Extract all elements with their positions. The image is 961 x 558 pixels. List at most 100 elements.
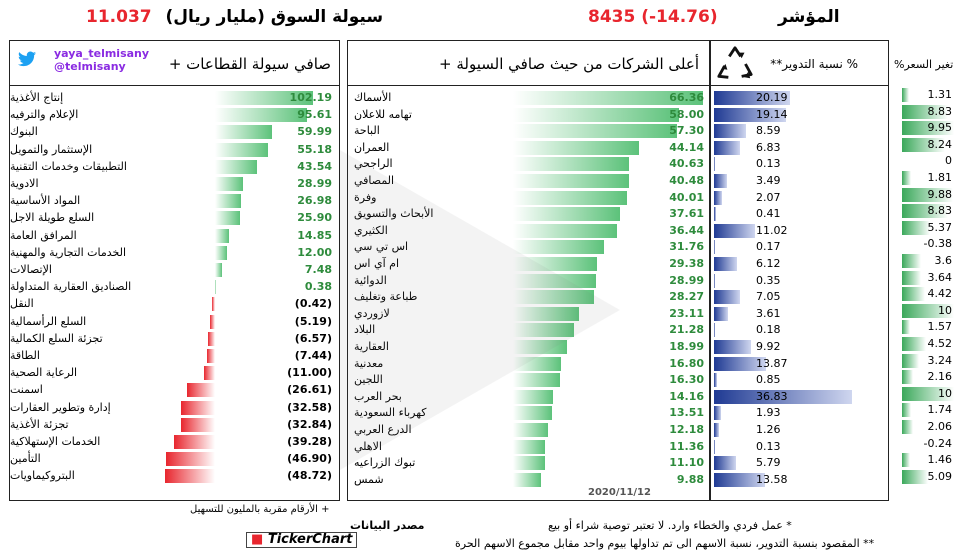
sector-label: تجزئة السلع الكمالية [10, 331, 103, 345]
companies-panel-title: أعلى الشركات من حيث صافي السيولة + [439, 55, 699, 73]
company-label: اللجين [354, 373, 383, 387]
sector-label: الصناديق العقارية المتداولة [10, 280, 132, 294]
company-value: 44.14 [669, 140, 704, 154]
sector-value: (5.19) [294, 314, 332, 328]
turnover-value: 0.41 [756, 207, 781, 221]
turnover-header-divider [711, 85, 888, 86]
turnover-bar [714, 140, 740, 155]
price-change-bar [902, 403, 912, 418]
company-value: 40.48 [669, 174, 704, 187]
sectors-panel-title: صافي سيولة القطاعات + [168, 55, 331, 73]
price-change-bar [902, 88, 909, 102]
turnover-value: 0.17 [756, 240, 781, 254]
company-value: 14.16 [669, 389, 704, 403]
sector-value: (39.28) [287, 435, 332, 448]
turnover-bar [714, 373, 718, 388]
turnover-bar [714, 306, 728, 321]
company-label: كهرباء السعودية [354, 406, 427, 420]
price-change-value: 2.06 [927, 420, 953, 433]
company-label: الراجحي [354, 157, 393, 171]
tickerchart-logo: ■ TickerChart [246, 532, 358, 548]
company-label: تبوك الزراعيه [354, 456, 416, 470]
price-change-value: 5.37 [927, 220, 953, 234]
company-bar [513, 472, 542, 487]
turnover-value: 6.12 [756, 257, 781, 270]
price-change-row: 2.06 [896, 419, 956, 435]
price-change-value: 9.95 [927, 121, 953, 135]
sector-label: الادوية [10, 177, 39, 190]
sector-bar [181, 400, 215, 415]
price-change-bar [902, 104, 948, 119]
sector-bar [174, 435, 215, 449]
sector-row: الإستثمار والتمويل 55.18 [10, 142, 339, 158]
company-bar [513, 174, 629, 188]
company-value: 40.01 [669, 190, 704, 204]
sector-value: 0.38 [304, 280, 332, 294]
sector-value: 55.18 [297, 142, 332, 156]
turnover-row: 19.14 [711, 107, 888, 123]
price-change-value: 3.6 [934, 254, 953, 267]
price-change-row: 2.16 [896, 369, 956, 385]
turnover-row: 6.12 [711, 256, 888, 272]
index-title: المؤشر [778, 7, 840, 27]
price-change-bar [902, 254, 921, 268]
sector-row: تجزئة السلع الكمالية (6.57) [10, 331, 339, 347]
turnover-bar [714, 223, 756, 238]
turnover-row: 0.13 [711, 156, 888, 172]
price-change-row: 8.83 [896, 104, 956, 120]
turnover-row: 11.02 [711, 223, 888, 239]
company-bar [513, 273, 596, 288]
sector-value: 43.54 [297, 159, 332, 173]
sector-label: الخدمات الإستهلاكية [10, 435, 101, 448]
company-row: ام آي اس 29.38 [348, 256, 709, 272]
sector-row: اسمنت (26.61) [10, 382, 339, 398]
price-change-bar [902, 287, 925, 302]
company-value: 29.38 [669, 257, 704, 270]
price-change-row: -0.38 [896, 236, 956, 252]
sector-row: الصناديق العقارية المتداولة 0.38 [10, 279, 339, 295]
sector-row: الرعاية الصحية (11.00) [10, 365, 339, 381]
turnover-bar [714, 439, 715, 454]
turnover-row: 0.17 [711, 239, 888, 255]
sector-row: البتروكيماويات (48.72) [10, 468, 339, 484]
price-change-bar [902, 137, 945, 152]
company-bar [513, 323, 574, 338]
company-bar [513, 107, 679, 122]
sector-row: التأمين (46.90) [10, 451, 339, 467]
company-value: 28.99 [669, 273, 704, 287]
company-row: وفرة 40.01 [348, 190, 709, 206]
price-change-bar [902, 453, 910, 468]
price-change-value: 8.24 [927, 137, 953, 151]
sector-value: (46.90) [287, 452, 332, 466]
price-change-row: 1.57 [896, 319, 956, 335]
sector-value: (26.61) [287, 383, 332, 397]
price-change-value: 3.64 [927, 270, 953, 284]
company-label: وفرة [354, 190, 377, 204]
price-change-row: 5.09 [896, 469, 956, 485]
price-change-value: 5.09 [927, 469, 953, 483]
company-label: اس تي سي [354, 240, 409, 254]
price-change-bar [902, 204, 948, 219]
turnover-bar [714, 157, 715, 172]
turnover-row: 7.05 [711, 289, 888, 305]
turnover-bar [714, 323, 715, 338]
price-change-value: 1.57 [927, 320, 953, 334]
company-row: الراجحي 40.63 [348, 156, 709, 172]
sector-label: المرافق العامة [10, 228, 77, 242]
sector-bar [180, 417, 215, 432]
turnover-row: 0.35 [711, 273, 888, 289]
sector-value: 102.19 [289, 91, 332, 104]
company-value: 16.30 [669, 373, 704, 387]
turnover-bar [714, 456, 736, 471]
price-change-bar [902, 337, 926, 351]
company-label: لازوردي [354, 306, 390, 320]
turnover-value: 3.49 [756, 174, 781, 187]
price-change-row: 9.95 [896, 120, 956, 136]
price-change-bar [902, 220, 930, 235]
turnover-row: 20.19 [711, 90, 888, 106]
sector-label: الرعاية الصحية [10, 366, 78, 380]
company-bar [513, 439, 546, 454]
company-bar [513, 456, 545, 471]
turnover-bar [714, 174, 728, 188]
turnover-row: 1.26 [711, 422, 888, 438]
